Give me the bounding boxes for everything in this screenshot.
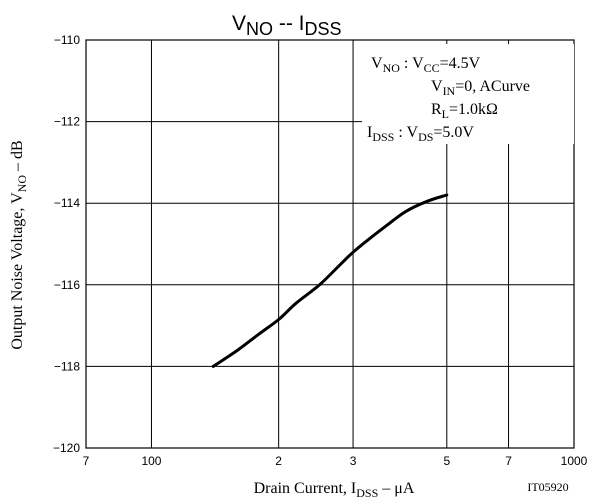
y-tick-label: −114: [54, 196, 80, 210]
annotation-line-2: VIN=0, ACurve: [431, 78, 530, 98]
y-tick-label: −112: [54, 115, 80, 129]
x-tick-label: 100: [141, 454, 161, 468]
x-tick-label: 7: [83, 454, 90, 468]
x-tick-label: 7: [505, 454, 512, 468]
y-tick-label: −118: [54, 359, 80, 373]
chart-title: VNO -- IDSS: [232, 12, 342, 39]
y-axis-label: Output Noise Voltage, VNO – dB: [9, 140, 29, 349]
figure-code: IT05920: [527, 480, 568, 494]
series-line: [211, 193, 449, 368]
x-tick-label: 5: [443, 454, 450, 468]
y-tick-label: −120: [53, 441, 80, 455]
annotation-line-1: VNO : VCC=4.5V: [371, 55, 481, 75]
x-axis-label: Drain Current, IDSS – μA: [254, 480, 415, 499]
annotation-line-3: RL=1.0kΩ: [431, 101, 498, 121]
y-tick-label: −110: [54, 33, 80, 47]
plot-frame: [85, 39, 575, 449]
annotation-background: [362, 44, 574, 144]
x-tick-label: 2: [275, 454, 282, 468]
x-tick-label: 1000: [561, 454, 588, 468]
x-tick-label: 3: [350, 454, 357, 468]
annotation-line-4: IDSS : VDS=5.0V: [367, 124, 474, 144]
annotation: VNO : VCC=4.5V VIN=0, ACurve RL=1.0kΩ ID…: [362, 44, 574, 144]
y-tick-label: −116: [54, 278, 80, 292]
